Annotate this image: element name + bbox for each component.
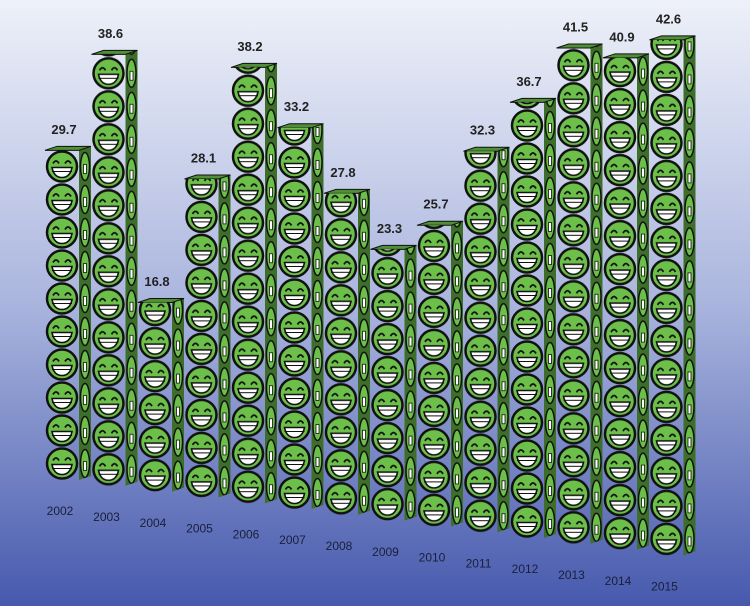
bar-side (218, 174, 231, 498)
bar (556, 47, 591, 544)
value-label: 41.5 (563, 19, 588, 34)
x-tick-label: 2002 (47, 504, 74, 518)
value-label: 16.8 (144, 274, 169, 289)
x-tick-label: 2011 (466, 556, 492, 570)
x-tick-label: 2012 (512, 562, 539, 576)
bar (324, 193, 358, 515)
bar (231, 67, 265, 504)
x-tick-label: 2006 (233, 527, 260, 541)
bar (370, 249, 405, 521)
bar-side (311, 123, 324, 509)
value-label: 28.1 (191, 150, 216, 165)
value-label: 29.7 (51, 122, 76, 137)
x-tick-label: 2004 (140, 516, 167, 530)
x-tick-label: 2013 (558, 568, 585, 582)
value-label: 32.3 (470, 123, 495, 138)
x-tick-label: 2014 (605, 574, 632, 588)
x-tick-label: 2010 (419, 551, 446, 565)
value-label: 36.7 (516, 74, 541, 89)
x-tick-label: 2003 (93, 510, 120, 524)
x-tick-label: 2009 (372, 545, 399, 559)
bar (649, 39, 684, 556)
bar (417, 225, 451, 527)
value-label: 33.2 (284, 99, 309, 114)
x-tick-label: 2007 (279, 533, 306, 547)
bar-side (544, 98, 556, 538)
bar-side (172, 298, 184, 492)
bar-side (404, 245, 417, 521)
bar (277, 127, 312, 509)
x-tick-label: 2005 (186, 522, 213, 536)
x-tick-label: 2015 (651, 580, 678, 594)
bar-side (590, 43, 603, 544)
bar (184, 178, 219, 498)
bar-side (497, 147, 510, 533)
value-label: 27.8 (330, 165, 355, 180)
bar-side (79, 146, 91, 480)
bar (603, 57, 637, 550)
bar-side (265, 63, 277, 504)
value-label: 42.6 (656, 11, 681, 26)
bar-side (451, 221, 463, 527)
bar-side (637, 53, 649, 550)
value-label: 25.7 (423, 197, 448, 212)
value-label: 23.3 (377, 221, 402, 236)
bar (510, 102, 544, 538)
x-tick-label: 2008 (326, 539, 353, 553)
bar (91, 54, 126, 486)
bar (45, 150, 79, 480)
bar-side (358, 189, 370, 515)
bar (463, 151, 498, 533)
value-label: 38.6 (98, 26, 123, 41)
bar (138, 302, 172, 492)
value-label: 38.2 (237, 39, 262, 54)
bar-side (683, 35, 696, 556)
value-label: 40.9 (609, 29, 634, 44)
bar-side (125, 50, 138, 486)
